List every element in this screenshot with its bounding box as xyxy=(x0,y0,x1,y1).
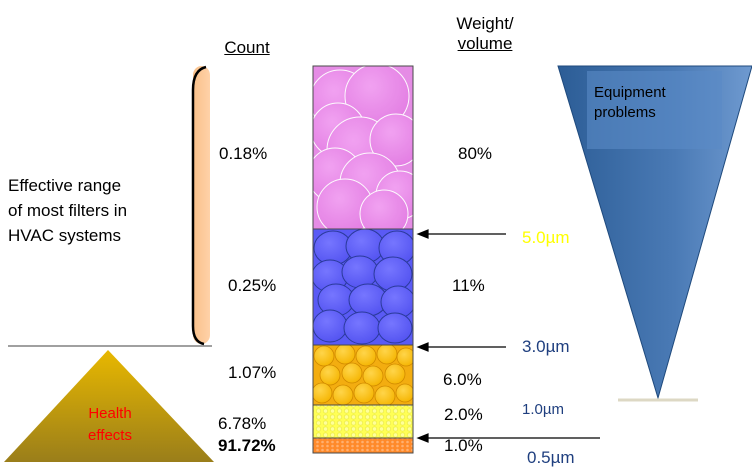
equipment-problems-line1: Equipment xyxy=(594,84,666,101)
size-label-3um: 3.0µm xyxy=(522,337,570,356)
size-arrows xyxy=(416,229,600,443)
effective-range-brace xyxy=(191,65,210,346)
size-label-5um: 5.0µm xyxy=(522,228,570,247)
effective-range-line1: Effective range xyxy=(8,176,122,195)
weight-value-5: 1.0% xyxy=(444,436,483,455)
size-label-1um: 1.0µm xyxy=(522,401,564,418)
weight-header-line2: volume xyxy=(457,34,513,53)
weight-value-4: 2.0% xyxy=(444,405,483,424)
weight-value-1: 80% xyxy=(458,144,493,163)
health-effects-label: Health effects xyxy=(80,403,140,447)
health-effects-line2: effects xyxy=(88,427,132,444)
effective-range-label: Effective range of most filters in HVAC … xyxy=(8,173,178,248)
equipment-funnel xyxy=(557,65,752,402)
equipment-problems-line2: problems xyxy=(594,104,656,121)
effective-range-line2: of most filters in xyxy=(8,201,128,220)
count-value-2: 0.25% xyxy=(228,276,277,295)
count-value-3: 1.07% xyxy=(228,363,277,382)
count-header: Count xyxy=(224,38,270,57)
weight-volume-header: Weight/ volume xyxy=(440,14,530,54)
count-value-1: 0.18% xyxy=(219,144,268,163)
health-effects-triangle xyxy=(4,350,214,462)
weight-value-3: 6.0% xyxy=(443,370,482,389)
equipment-problems-label: Equipment problems xyxy=(594,83,666,123)
weight-header-line1: Weight/ xyxy=(456,14,514,33)
health-effects-line1: Health xyxy=(88,405,132,422)
effective-range-line3: HVAC systems xyxy=(8,226,122,245)
particle-column xyxy=(312,65,414,454)
weight-value-2: 11% xyxy=(452,276,485,295)
size-label-05um: 0.5µm xyxy=(527,448,575,467)
count-value-5: 91.72% xyxy=(218,436,276,455)
count-value-4: 6.78% xyxy=(218,414,267,433)
